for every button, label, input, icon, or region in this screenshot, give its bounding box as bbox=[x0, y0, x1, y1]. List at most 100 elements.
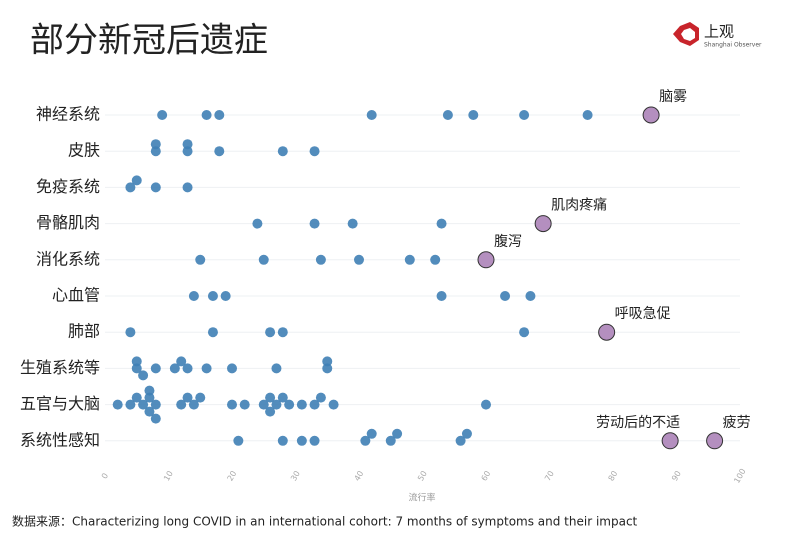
point bbox=[436, 291, 447, 301]
point bbox=[201, 363, 212, 374]
y-tick-label: 五官与大脑 bbox=[20, 394, 100, 413]
highlight-label: 脑雾 bbox=[659, 89, 687, 105]
x-tick-label: 70 bbox=[543, 469, 556, 482]
y-tick-label: 生殖系统等 bbox=[20, 358, 100, 377]
point bbox=[271, 363, 282, 374]
point bbox=[233, 435, 244, 446]
y-tick-label: 神经系统 bbox=[36, 105, 100, 124]
x-axis-label: 流行率 bbox=[408, 492, 435, 504]
point bbox=[322, 356, 333, 367]
logo-icon-inner bbox=[681, 28, 695, 41]
point bbox=[182, 146, 193, 157]
point bbox=[182, 139, 193, 150]
point bbox=[138, 370, 149, 381]
y-tick-label: 免疫系统 bbox=[36, 177, 100, 196]
point bbox=[385, 435, 396, 446]
point bbox=[500, 291, 511, 301]
x-tick-label: 80 bbox=[607, 469, 620, 482]
point bbox=[138, 399, 149, 410]
point bbox=[214, 110, 225, 120]
point bbox=[296, 399, 307, 410]
point bbox=[328, 399, 339, 410]
point bbox=[519, 110, 530, 120]
logo-sub: Shanghai Observer bbox=[704, 42, 762, 49]
y-tick-label: 系统性感知 bbox=[20, 430, 100, 449]
highlight-point bbox=[661, 432, 679, 450]
point bbox=[461, 428, 472, 439]
point bbox=[265, 392, 276, 403]
point bbox=[131, 175, 142, 186]
x-tick-label: 10 bbox=[162, 469, 175, 482]
point bbox=[284, 399, 295, 410]
highlight-point bbox=[477, 251, 495, 269]
point bbox=[296, 435, 307, 446]
point bbox=[582, 110, 593, 120]
highlight-point bbox=[598, 323, 616, 341]
point bbox=[525, 291, 536, 301]
highlight-point bbox=[534, 215, 552, 233]
point bbox=[309, 218, 320, 229]
logo-text: 上观 bbox=[704, 23, 734, 41]
point bbox=[392, 428, 403, 439]
highlight-label: 劳动后的不适 bbox=[596, 415, 680, 431]
highlight-label: 呼吸急促 bbox=[615, 306, 671, 322]
point bbox=[436, 218, 447, 229]
point bbox=[519, 327, 530, 338]
point bbox=[468, 110, 479, 120]
point bbox=[131, 356, 142, 367]
point bbox=[277, 327, 288, 338]
highlight-label: 肌肉疼痛 bbox=[551, 197, 607, 214]
point bbox=[404, 254, 415, 265]
point bbox=[309, 146, 320, 157]
point bbox=[157, 110, 168, 120]
y-tick-label: 骨骼肌肉 bbox=[36, 213, 100, 232]
point bbox=[112, 399, 123, 410]
source: 数据来源：Characterizing long COVID in an int… bbox=[12, 514, 638, 529]
point bbox=[277, 146, 288, 157]
point bbox=[195, 254, 206, 265]
point bbox=[366, 428, 377, 439]
point bbox=[455, 435, 466, 446]
point bbox=[201, 110, 212, 120]
point bbox=[195, 392, 206, 403]
point bbox=[265, 406, 276, 417]
point bbox=[150, 139, 161, 150]
point bbox=[366, 110, 377, 120]
point bbox=[347, 218, 358, 229]
point bbox=[125, 182, 136, 193]
y-tick-label: 消化系统 bbox=[36, 249, 100, 268]
point bbox=[207, 327, 218, 338]
logo: 上观 Shanghai Observer bbox=[673, 22, 762, 49]
point bbox=[169, 363, 180, 374]
point bbox=[258, 399, 269, 410]
point bbox=[182, 363, 193, 374]
highlight-point bbox=[642, 106, 660, 124]
point bbox=[176, 356, 187, 367]
point bbox=[188, 291, 199, 301]
point bbox=[309, 435, 320, 446]
point bbox=[239, 399, 250, 410]
point bbox=[354, 254, 364, 265]
x-tick-label: 0 bbox=[100, 472, 110, 481]
y-tick-label: 皮肤 bbox=[68, 141, 100, 160]
point bbox=[322, 363, 333, 374]
y-tick-label: 肺部 bbox=[68, 322, 100, 341]
point bbox=[227, 363, 237, 374]
x-tick-label: 100 bbox=[732, 467, 747, 485]
point bbox=[125, 399, 136, 410]
x-tick-label: 90 bbox=[670, 469, 683, 482]
point bbox=[315, 254, 326, 265]
point bbox=[258, 254, 269, 265]
x-tick-label: 30 bbox=[289, 469, 302, 482]
point bbox=[430, 254, 441, 265]
point bbox=[131, 392, 142, 403]
highlight-label: 腹泻 bbox=[494, 233, 522, 250]
point bbox=[144, 406, 155, 417]
point bbox=[252, 218, 263, 229]
point bbox=[360, 435, 371, 446]
point bbox=[144, 392, 155, 403]
point bbox=[220, 291, 231, 301]
point bbox=[150, 363, 161, 374]
point bbox=[144, 385, 155, 396]
